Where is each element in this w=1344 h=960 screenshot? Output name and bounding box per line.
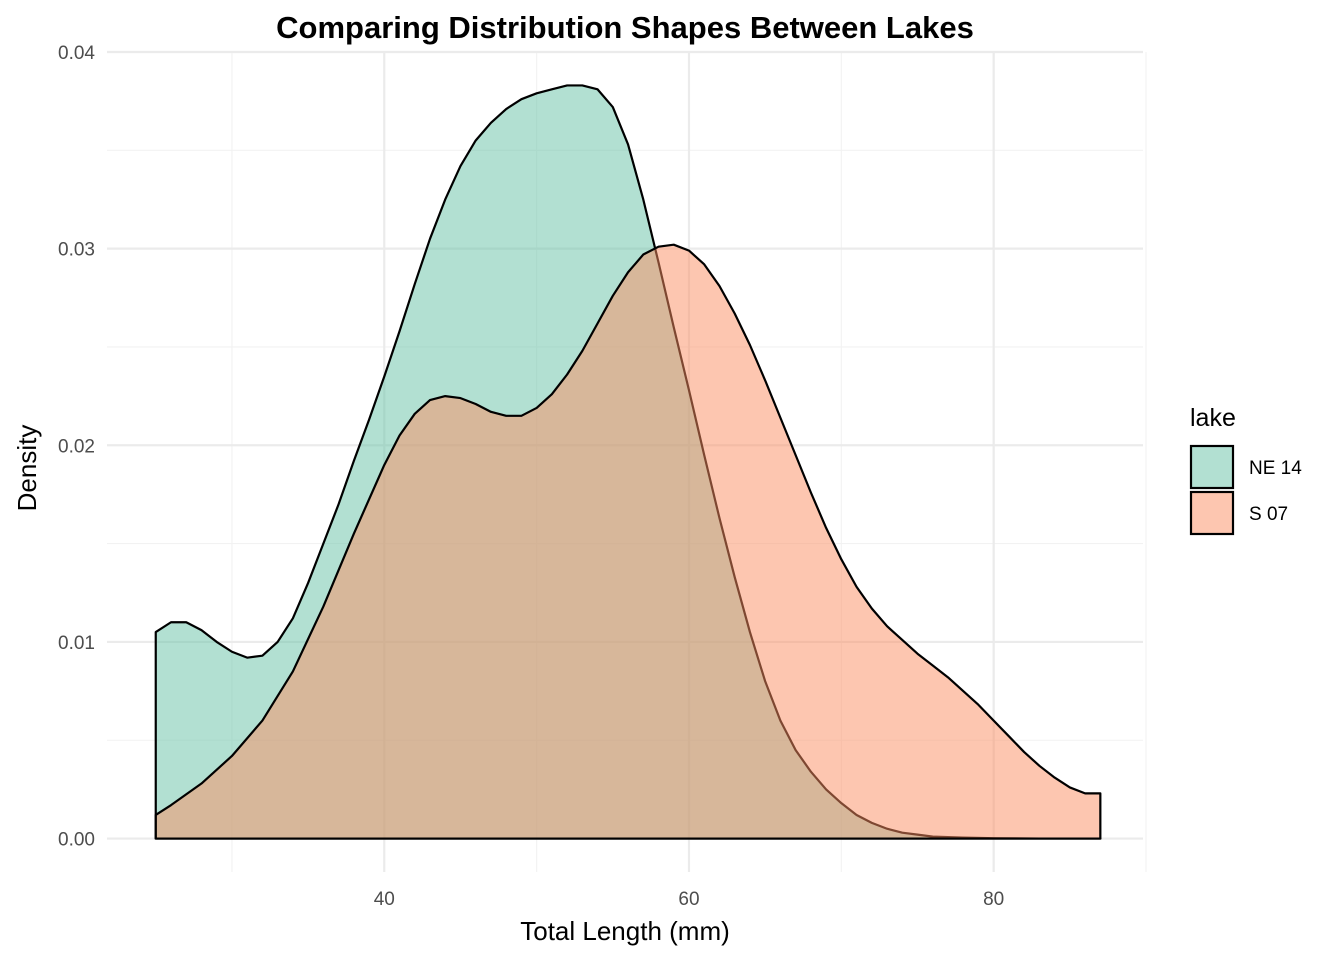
x-axis-title: Total Length (mm): [520, 916, 730, 946]
x-tick-label: 80: [983, 889, 1004, 910]
legend-label: S 07: [1249, 504, 1288, 525]
y-tick-label: 0.03: [58, 240, 95, 261]
chart-title: Comparing Distribution Shapes Between La…: [276, 10, 974, 45]
legend-swatch: [1189, 490, 1235, 536]
y-axis-ticks: 0.00 0.01 0.02 0.03 0.04: [58, 43, 95, 851]
legend-label: NE 14: [1249, 458, 1302, 479]
legend-item-ne-14: NE 14: [1189, 444, 1302, 490]
density-area-s-07: [154, 243, 1102, 840]
y-tick-label: 0.02: [58, 436, 95, 457]
x-tick-label: 40: [374, 889, 395, 910]
y-axis-title: Density: [12, 425, 42, 512]
x-tick-label: 60: [678, 889, 699, 910]
y-tick-label: 0.04: [58, 43, 95, 64]
series-layer: [154, 84, 1102, 840]
legend-swatch: [1189, 444, 1235, 490]
y-tick-label: 0.01: [58, 633, 95, 654]
legend-title: lake: [1190, 404, 1236, 432]
legend-item-s-07: S 07: [1189, 490, 1288, 536]
y-tick-label: 0.00: [58, 830, 95, 851]
x-axis-ticks: 40 60 80: [374, 889, 1005, 910]
legend: lake NE 14 S 07: [1189, 404, 1302, 536]
